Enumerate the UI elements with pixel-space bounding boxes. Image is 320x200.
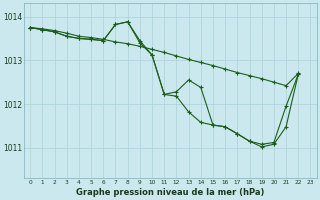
X-axis label: Graphe pression niveau de la mer (hPa): Graphe pression niveau de la mer (hPa) (76, 188, 265, 197)
